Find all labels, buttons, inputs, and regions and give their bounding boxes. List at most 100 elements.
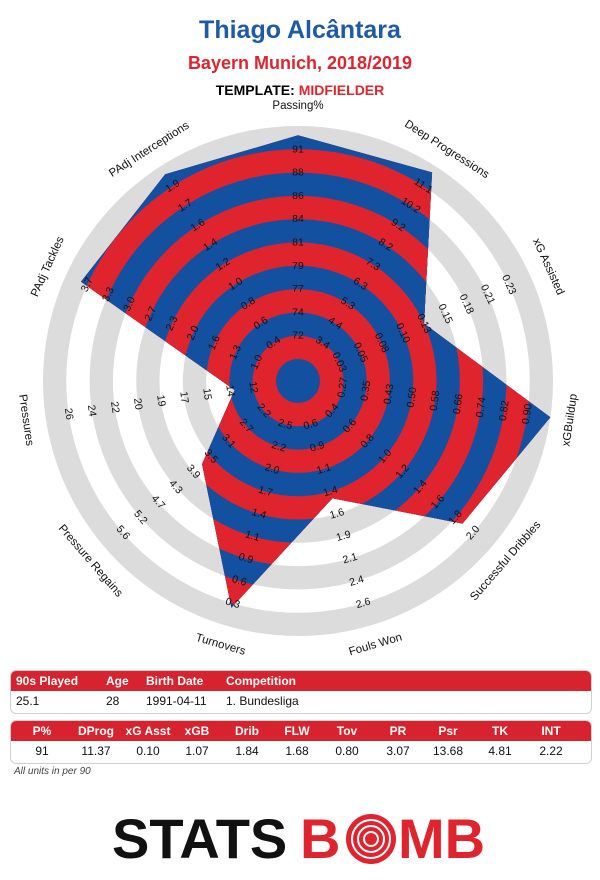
tick-label: 0.35 [359, 380, 374, 402]
tick-label: 15 [200, 387, 214, 400]
tick-label: 2.7 [142, 305, 159, 323]
metrics-value-cell: 1.07 [185, 744, 209, 758]
metrics-value-cell: 11.37 [81, 744, 111, 758]
template-value: MIDFIELDER [298, 82, 385, 98]
tick-label: 3.3 [100, 285, 117, 303]
tick-label: 1.9 [335, 528, 353, 544]
tick-label: 3.7 [79, 275, 96, 293]
info-table: 90s Played Age Birth Date Competition 25… [10, 670, 592, 714]
axis-label: xGBuildup [560, 393, 579, 447]
tick-label: 2.1 [341, 551, 359, 567]
info-value-row: 25.1 28 1991-04-11 1. Bundesliga [11, 691, 591, 711]
tick-label: 2.5 [276, 417, 294, 433]
metrics-header-cell: PR [389, 724, 407, 738]
metrics-value-cell: 1.84 [235, 744, 259, 758]
metrics-header-cell: TK [492, 724, 508, 738]
metrics-value-cell: 91 [35, 744, 49, 758]
metrics-header-cell: FLW [284, 724, 310, 738]
metrics-value-cell: 3.07 [386, 744, 410, 758]
tick-label: 1.4 [322, 484, 340, 500]
axis-label: Fouls Won [348, 631, 404, 658]
tick-label: 1.1 [244, 528, 262, 544]
tick-label: 20 [131, 397, 145, 410]
metrics-header-row: P% DProg xG Asst xGB Drib FLW Tov PR Psr… [11, 721, 591, 741]
axis-label: xG Assisted [530, 237, 566, 297]
metrics-value-row: 91 11.37 0.10 1.07 1.84 1.68 0.80 3.07 1… [11, 741, 591, 761]
radar-center [277, 360, 319, 402]
tick-label: 2.3 [164, 314, 181, 332]
tick-label: 91 [292, 143, 304, 155]
tick-label: 0.6 [231, 573, 249, 589]
metrics-header-cell: Psr [438, 724, 458, 738]
metrics-table: P% DProg xG Asst xGB Drib FLW Tov PR Psr… [10, 720, 592, 764]
tick-label: 2.4 [348, 573, 366, 589]
info-value-cell: 1. Bundesliga [226, 694, 299, 708]
statsbomb-logo: STATS B MB [112, 808, 485, 868]
tick-label: 0.58 [428, 390, 443, 412]
metrics-value-cell: 0.80 [335, 744, 359, 758]
tick-label: 81 [292, 237, 304, 249]
metrics-header-cell: P% [32, 724, 52, 738]
tick-label: 24 [85, 404, 99, 417]
logo-text-stats: STATS [112, 808, 287, 868]
metrics-header-cell: Tov [336, 724, 358, 738]
units-footnote: All units in per 90 [14, 766, 91, 777]
template-label: TEMPLATE: [215, 82, 295, 98]
tick-label: 84 [292, 213, 304, 225]
info-header-cell: Birth Date [146, 674, 204, 688]
info-header-cell: Competition [226, 674, 296, 688]
tick-label: 14 [223, 384, 237, 397]
tick-label: 2.0 [185, 324, 202, 342]
tick-label: 0.66 [451, 393, 466, 415]
metrics-value-cell: 0.10 [136, 744, 160, 758]
tick-label: 88 [292, 167, 304, 179]
axis-label: Pressures [16, 394, 35, 447]
tick-label: 0.74 [474, 396, 489, 418]
tick-label: 77 [292, 283, 304, 295]
tick-label: 79 [292, 260, 304, 272]
tick-label: 1.0 [248, 353, 265, 371]
tick-label: 22 [108, 401, 122, 414]
logo-text-b: B [300, 808, 340, 868]
tick-label: 0.27 [335, 376, 350, 398]
metrics-header-cell: xGB [184, 724, 210, 738]
tick-label: 0.3 [224, 595, 242, 611]
info-value-cell: 1991-04-11 [146, 694, 207, 708]
info-header-row: 90s Played Age Birth Date Competition [11, 671, 591, 691]
metrics-header-cell: INT [541, 724, 561, 738]
tick-label: 0.6 [302, 417, 320, 433]
tick-label: 3.0 [121, 295, 138, 313]
info-header-cell: Age [106, 674, 129, 688]
metrics-value-cell: 2.22 [539, 744, 563, 758]
metrics-header-cell: DProg [78, 724, 114, 738]
tick-label: 12 [246, 381, 260, 394]
tick-label: 2.2 [270, 439, 288, 455]
tick-label: 1.3 [227, 343, 244, 361]
axis-label: Passing% [272, 100, 323, 112]
tick-label: 1.7 [257, 484, 275, 500]
bomb-target-icon [346, 814, 396, 864]
axis-label: Turnovers [194, 632, 247, 658]
tick-label: 1.1 [315, 461, 333, 477]
tick-label: 17 [177, 391, 191, 404]
logo-text-mb: MB [398, 808, 485, 868]
info-value-cell: 28 [106, 694, 120, 708]
tick-label: 0.43 [382, 383, 397, 405]
metrics-header-cell: xG Asst [125, 724, 171, 738]
tick-label: 2.0 [263, 461, 281, 477]
tick-label: 86 [292, 190, 304, 202]
tick-label: 0.82 [497, 400, 512, 422]
tick-label: 1.4 [250, 506, 268, 522]
tick-label: 0.50 [405, 386, 420, 408]
tick-label: 26 [62, 407, 76, 420]
tick-label: 2.6 [355, 595, 373, 611]
tick-label: 0.9 [309, 439, 327, 455]
player-name: Thiago Alcântara [199, 16, 401, 44]
metrics-header-cell: Drib [235, 724, 259, 738]
tick-label: 1.6 [328, 506, 346, 522]
metrics-value-cell: 4.81 [488, 744, 512, 758]
radar-chart: 727477798184868891Passing%3.44.45.36.37.… [16, 100, 580, 658]
metrics-value-cell: 13.68 [432, 744, 464, 758]
info-value-cell: 25.1 [16, 694, 40, 708]
tick-label: 74 [292, 306, 304, 318]
